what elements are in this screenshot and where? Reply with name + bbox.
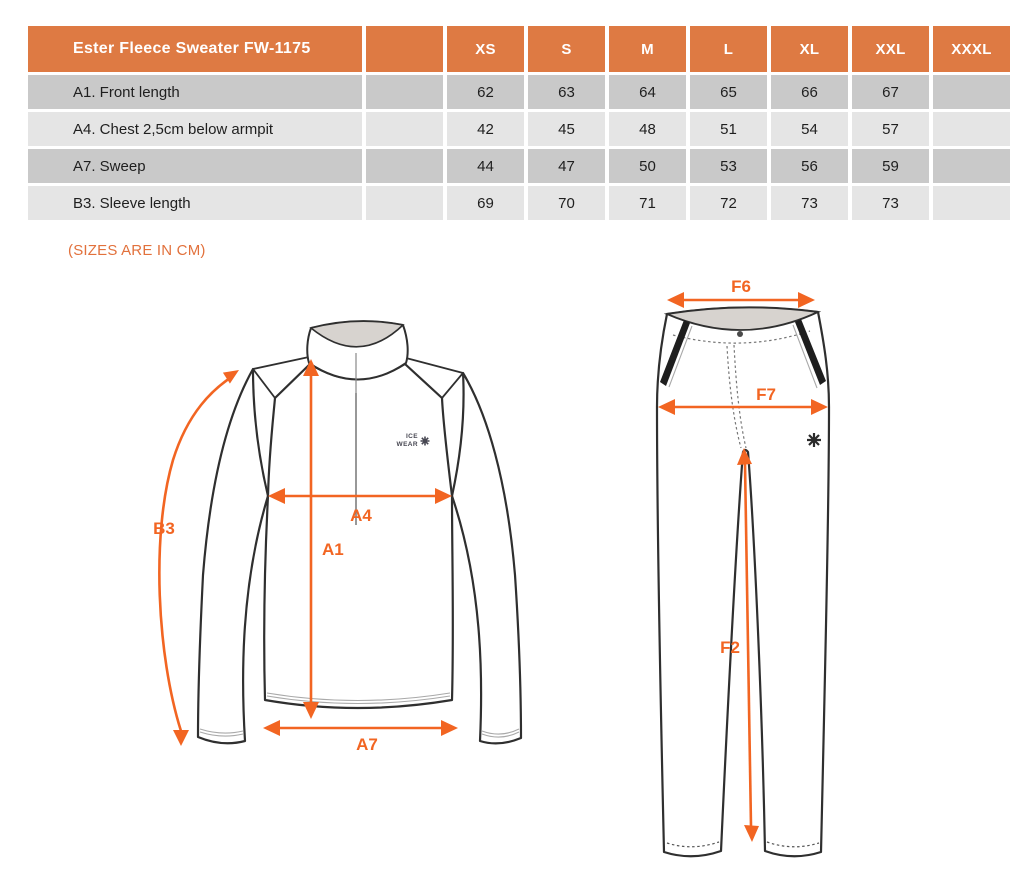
a1-arrowhead-top	[303, 359, 319, 376]
f7-arrowhead-left	[658, 399, 675, 415]
pants-body	[655, 306, 831, 858]
measurement-value: 72	[690, 186, 767, 220]
waistband-stitch	[672, 330, 811, 344]
f7-label: F7	[756, 385, 776, 404]
measurement-value	[933, 186, 1010, 220]
measurement-value: 71	[609, 186, 686, 220]
a4-arrowhead-left	[268, 488, 285, 504]
spacer-header-cell	[366, 26, 443, 72]
measurement-value: 66	[771, 75, 848, 109]
measurement-value: 67	[852, 75, 929, 109]
f6-label: F6	[731, 277, 751, 296]
sizes-note: (SIZES ARE IN CM)	[68, 242, 206, 259]
measurement-value: 64	[609, 75, 686, 109]
measurement-value: 62	[447, 75, 524, 109]
a7-arrowhead-left	[263, 720, 280, 736]
measurement-value: 51	[690, 112, 767, 146]
right-cuff-stitch	[481, 728, 520, 738]
measurement-value	[933, 75, 1010, 109]
logo-text-line1: ICE	[406, 433, 418, 440]
size-col-header-l: L	[690, 26, 767, 72]
waist-opening	[663, 306, 822, 331]
sweater-left-sleeve	[196, 367, 270, 745]
hem-stitch	[266, 692, 451, 705]
measurement-value: 48	[609, 112, 686, 146]
logo-snowflake-icon	[420, 436, 430, 446]
a1-arrowhead-bottom	[303, 702, 319, 719]
measurement-label: A1. Front length	[28, 75, 362, 109]
size-col-header-xxxl: XXXL	[933, 26, 1010, 72]
f6-arrowhead-left	[667, 292, 684, 308]
measurement-value: 54	[771, 112, 848, 146]
f2-arrowhead-top	[737, 448, 752, 465]
f2-arrowhead-bottom	[744, 825, 759, 842]
f2-arrow	[743, 463, 753, 827]
b3-arrowhead-top	[222, 370, 239, 384]
f7-arrowhead-right	[811, 399, 828, 415]
measurement-value: 44	[447, 149, 524, 183]
measurement-value: 47	[528, 149, 605, 183]
b3-arrow	[158, 374, 234, 732]
measurement-value: 59	[852, 149, 929, 183]
hip-snowflake-icon	[807, 433, 821, 447]
right-shoulder-seam	[405, 357, 464, 399]
measurement-value: 70	[528, 186, 605, 220]
waist-button	[737, 331, 743, 337]
spacer-cell	[366, 186, 443, 220]
logo-text-line2: WEAR	[397, 441, 418, 448]
measurement-value: 50	[609, 149, 686, 183]
fly-stitch	[726, 344, 747, 449]
a1-label: A1	[322, 540, 344, 559]
measurement-value: 57	[852, 112, 929, 146]
left-cuff-stitch	[199, 728, 244, 737]
size-col-header-m: M	[609, 26, 686, 72]
measurement-value: 53	[690, 149, 767, 183]
sweater-diagram: ICE WEAR B3 A1 A4 A7	[153, 320, 523, 754]
left-pocket-opening	[660, 320, 690, 386]
measurement-label: A4. Chest 2,5cm below armpit	[28, 112, 362, 146]
measurement-value: 56	[771, 149, 848, 183]
size-col-header-xs: XS	[447, 26, 524, 72]
f6-arrowhead-right	[798, 292, 815, 308]
measurement-value: 45	[528, 112, 605, 146]
spacer-cell	[366, 149, 443, 183]
measurement-value: 73	[771, 186, 848, 220]
right-pocket-opening	[795, 319, 826, 385]
measurement-value	[933, 112, 1010, 146]
size-col-header-s: S	[528, 26, 605, 72]
measurement-label: A7. Sweep	[28, 149, 362, 183]
measurement-value: 73	[852, 186, 929, 220]
f2-label: F2	[720, 638, 740, 657]
measurement-label: B3. Sleeve length	[28, 186, 362, 220]
size-col-header-xxl: XXL	[852, 26, 929, 72]
measurement-value: 42	[447, 112, 524, 146]
left-shoulder-seam	[252, 356, 310, 399]
pants-diagram: F6 F7 F2	[655, 277, 831, 858]
measurement-value	[933, 149, 1010, 183]
sweater-body	[263, 362, 454, 710]
size-col-header-xl: XL	[771, 26, 848, 72]
spacer-cell	[366, 112, 443, 146]
leg-hem-stitches	[666, 841, 820, 848]
spacer-cell	[366, 75, 443, 109]
collar-opening	[309, 320, 405, 348]
pocket-stitches	[668, 324, 818, 389]
measurement-value: 65	[690, 75, 767, 109]
b3-arrowhead-bottom	[173, 730, 189, 746]
table-title: Ester Fleece Sweater FW-1175	[28, 26, 362, 72]
a4-label: A4	[350, 506, 372, 525]
a4-arrowhead-right	[435, 488, 452, 504]
b3-label: B3	[153, 519, 175, 538]
a7-arrowhead-right	[441, 720, 458, 736]
a7-label: A7	[356, 735, 378, 754]
sweater-right-sleeve	[450, 371, 523, 745]
measurement-value: 69	[447, 186, 524, 220]
measurement-value: 63	[528, 75, 605, 109]
size-table: Ester Fleece Sweater FW-1175 XS S M L XL…	[28, 26, 1010, 220]
